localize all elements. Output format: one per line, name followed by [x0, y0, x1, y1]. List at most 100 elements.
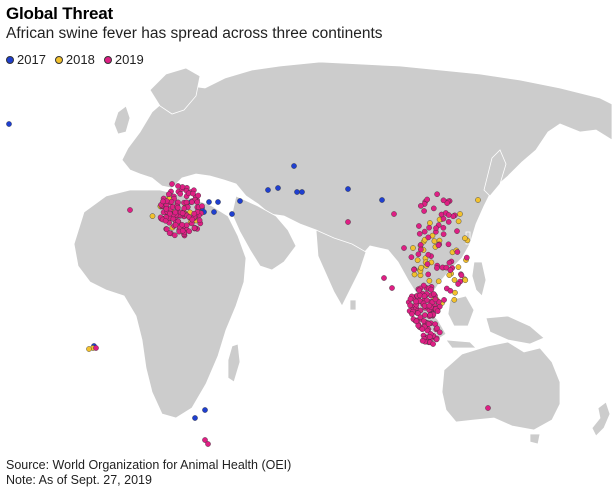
outbreak-dot [417, 241, 424, 248]
outbreak-dot [175, 204, 181, 211]
outbreak-dot [447, 287, 454, 294]
outbreak-dot [421, 228, 428, 235]
outbreak-dot [407, 295, 414, 302]
british-isles [113, 105, 131, 135]
legend: 2017 2018 2019 [6, 52, 144, 67]
outbreak-dot [291, 163, 297, 169]
outbreak-dot [345, 186, 351, 192]
outbreak-dot [440, 224, 447, 231]
outbreak-dot [171, 232, 178, 239]
date-note: Note: As of Sept. 27, 2019 [6, 473, 152, 487]
footer: Source: World Organization for Animal He… [6, 458, 291, 488]
indian-subcontinent [315, 229, 367, 307]
outbreak-dot [430, 205, 437, 212]
outbreak-dot [192, 415, 198, 421]
outbreak-dot [149, 213, 156, 219]
outbreak-dot [418, 264, 424, 271]
outbreak-dot [160, 198, 166, 205]
outbreak-dot [475, 197, 481, 203]
outbreak-dot [177, 191, 184, 197]
new-guinea [485, 315, 545, 345]
outbreak-dot [424, 261, 431, 267]
legend-item-2017: 2017 [6, 52, 46, 67]
legend-item-2019: 2019 [103, 52, 144, 67]
outbreak-dot [462, 235, 468, 241]
outbreak-dot [127, 207, 133, 213]
outbreak-dot [434, 325, 440, 332]
outbreak-dot [485, 405, 491, 411]
japan [483, 149, 507, 197]
legend-swatch-2017 [6, 55, 14, 64]
outbreak-dot [165, 191, 172, 197]
outbreak-dot [194, 199, 200, 205]
outbreak-dot [440, 231, 447, 237]
eurasia-landmass [121, 62, 612, 305]
outbreak-dot [446, 259, 453, 266]
chart-title: Global Threat [6, 4, 113, 23]
sri-lanka [349, 299, 357, 311]
outbreak-dot [211, 209, 217, 215]
outbreak-dot [451, 277, 458, 283]
legend-swatch-2018 [54, 55, 63, 64]
outbreak-dot [411, 266, 417, 273]
outbreak-dot [447, 267, 454, 273]
outbreak-dot [454, 249, 461, 255]
legend-label-2019: 2019 [114, 52, 144, 67]
outbreak-dot [445, 219, 452, 225]
outbreak-dot [162, 217, 169, 224]
outbreak-dot [451, 296, 458, 303]
outbreak-dot [445, 241, 452, 248]
outbreak-dot [191, 210, 197, 217]
australia [441, 341, 561, 431]
outbreak-dot [237, 198, 243, 204]
outbreak-dot [413, 318, 420, 325]
legend-swatch-2019 [103, 55, 112, 64]
outbreak-dot [424, 327, 431, 334]
outbreak-dot [391, 211, 397, 217]
outbreak-dot [169, 181, 175, 187]
outbreak-dot [189, 216, 196, 223]
outbreak-dot [179, 221, 185, 228]
outbreak-dot [426, 302, 433, 309]
outbreak-dot [435, 278, 442, 285]
outbreak-dot [415, 251, 422, 257]
outbreak-dot [440, 197, 447, 204]
outbreak-dot [179, 227, 186, 234]
outbreak-dot [422, 312, 428, 318]
outbreak-dot [411, 271, 418, 278]
outbreak-dot [199, 203, 205, 209]
outbreak-dot [183, 222, 190, 228]
outbreak-dot [419, 326, 426, 333]
outbreak-dot [425, 271, 432, 278]
outbreak-dot [93, 345, 99, 351]
outbreak-dot [462, 277, 469, 284]
outbreak-dot [446, 272, 453, 278]
chart-subtitle: African swine fever has spread across th… [6, 25, 383, 42]
outbreak-dot [265, 187, 271, 193]
world-map [6, 62, 612, 447]
outbreak-dot [455, 264, 462, 270]
outbreak-dot [186, 228, 192, 235]
philippines [471, 261, 487, 297]
outbreak-dot [206, 199, 212, 205]
outbreak-dot [191, 225, 198, 231]
outbreak-dot [427, 312, 434, 318]
outbreak-dot [435, 242, 442, 249]
outbreak-dot [166, 210, 173, 217]
outbreak-dot [463, 254, 470, 261]
legend-label-2017: 2017 [17, 52, 46, 67]
outbreak-dot [436, 329, 443, 336]
arabian-peninsula [231, 195, 297, 271]
outbreak-dot [417, 314, 424, 321]
outbreak-dot [345, 219, 351, 225]
outbreak-dot [205, 441, 211, 447]
outbreak-dot [433, 225, 439, 231]
outbreak-dot [389, 285, 395, 291]
legend-label-2018: 2018 [65, 52, 95, 67]
outbreak-dot [424, 196, 431, 203]
outbreak-dot [379, 197, 385, 203]
outbreak-dot [414, 257, 421, 264]
outbreak-dot [426, 277, 433, 284]
outbreak-dot [417, 203, 424, 209]
outbreak-dot [410, 245, 416, 251]
